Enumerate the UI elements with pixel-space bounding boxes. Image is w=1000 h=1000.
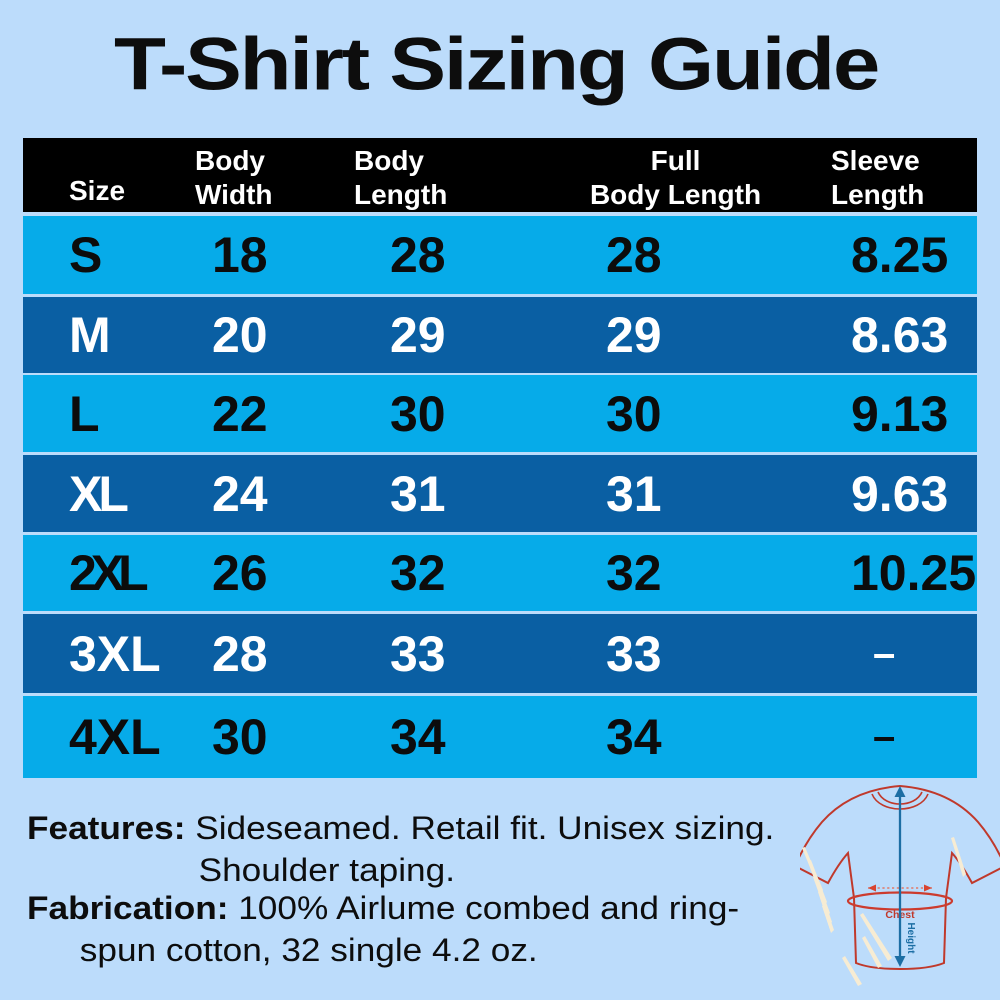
svg-text:Height: Height <box>905 922 916 954</box>
